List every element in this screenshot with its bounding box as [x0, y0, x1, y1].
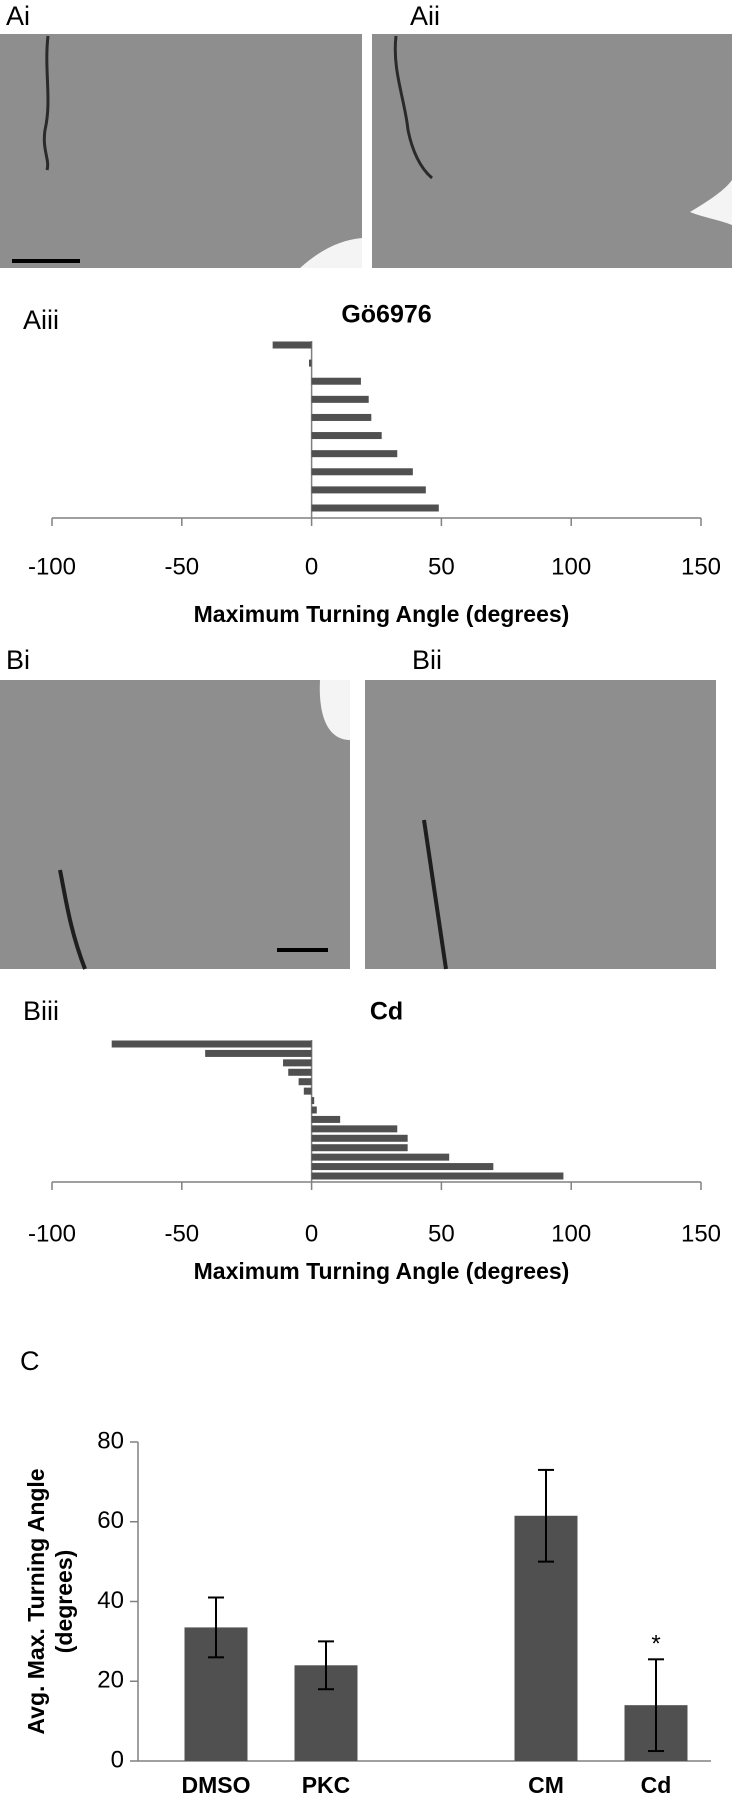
bar — [311, 1172, 564, 1180]
y-axis-label-line: (degrees) — [51, 1550, 77, 1654]
bar — [311, 1115, 341, 1123]
panel-label: C — [20, 1346, 40, 1376]
panel-label: Bii — [412, 645, 442, 675]
bar — [311, 395, 369, 403]
annotation: * — [651, 1631, 660, 1658]
y-tick-label: 80 — [97, 1427, 124, 1454]
x-axis-label: Maximum Turning Angle (degrees) — [194, 601, 570, 627]
bar — [311, 468, 413, 476]
x-tick-label: 100 — [551, 553, 591, 580]
x-tick-label: 0 — [305, 553, 318, 580]
panel-label: Biii — [23, 996, 59, 1026]
chart-title: Cd — [370, 998, 403, 1026]
x-tick-label: PKC — [302, 1772, 351, 1798]
bar — [311, 450, 398, 458]
bar — [311, 1106, 317, 1114]
bar — [311, 1125, 398, 1133]
micrograph-bii — [365, 680, 716, 970]
bar — [205, 1049, 312, 1057]
y-tick-label: 20 — [97, 1667, 124, 1694]
panel-label: Bi — [6, 645, 30, 675]
y-axis-label: Avg. Max. Turning Angle(degrees) — [23, 1468, 77, 1734]
x-tick-label: 50 — [428, 1220, 455, 1247]
x-tick-label: 150 — [681, 1220, 721, 1247]
x-tick-label: 100 — [551, 1220, 591, 1247]
panel-label: Ai — [6, 1, 30, 31]
micrograph-aii — [372, 34, 732, 268]
panel-label: Aii — [410, 1, 440, 31]
x-tick-label: CM — [528, 1772, 564, 1798]
y-axis-label-line: Avg. Max. Turning Angle — [23, 1468, 49, 1734]
bar — [272, 341, 312, 349]
x-tick-label: -50 — [164, 553, 199, 580]
bar — [311, 486, 426, 494]
bar — [283, 1059, 312, 1067]
bar — [311, 1153, 450, 1161]
bar — [311, 413, 372, 421]
x-tick-label: 150 — [681, 553, 721, 580]
bar — [311, 432, 382, 440]
x-tick-label: Cd — [641, 1772, 672, 1798]
bar — [311, 1097, 315, 1105]
panel-label: Aiii — [23, 305, 59, 335]
y-tick-label: 60 — [97, 1507, 124, 1534]
x-tick-label: -50 — [164, 1220, 199, 1247]
bar — [311, 504, 439, 512]
chart-title: Gö6976 — [341, 301, 431, 329]
y-tick-label: 40 — [97, 1587, 124, 1614]
x-tick-label: -100 — [28, 553, 76, 580]
micrograph-ai — [0, 34, 362, 268]
x-tick-label: DMSO — [182, 1772, 251, 1798]
x-tick-label: 50 — [428, 553, 455, 580]
bar — [311, 377, 361, 385]
bar — [311, 1163, 494, 1171]
x-axis-label: Maximum Turning Angle (degrees) — [194, 1258, 570, 1284]
micrograph-bi — [0, 680, 350, 970]
bar — [303, 1087, 312, 1095]
bar — [309, 359, 312, 367]
bar — [288, 1068, 312, 1076]
bar — [111, 1040, 312, 1048]
x-tick-label: 0 — [305, 1220, 318, 1247]
bar — [311, 1134, 408, 1142]
x-tick-label: -100 — [28, 1220, 76, 1247]
bar — [311, 1144, 408, 1152]
bar — [298, 1078, 312, 1086]
y-tick-label: 0 — [111, 1746, 124, 1773]
